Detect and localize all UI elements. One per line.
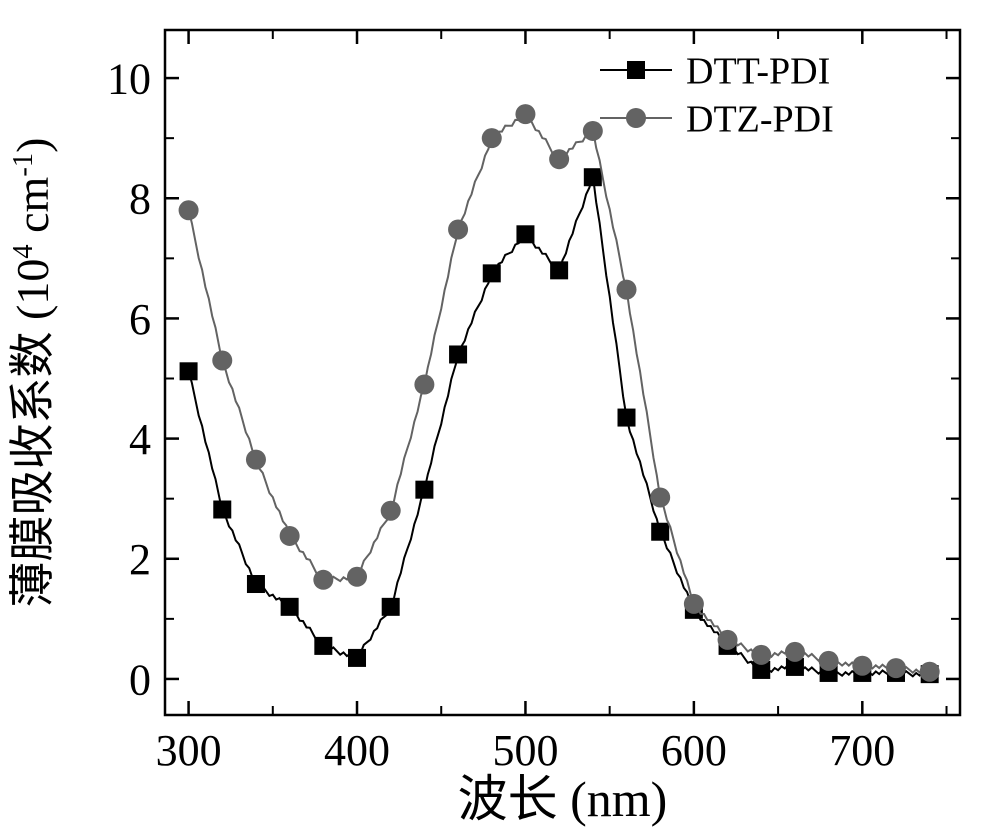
marker-square [516, 225, 534, 243]
marker-circle [920, 662, 940, 682]
marker-circle [650, 487, 670, 507]
marker-circle [381, 501, 401, 521]
marker-circle [617, 280, 637, 300]
legend-marker [627, 61, 645, 79]
marker-circle [246, 450, 266, 470]
marker-circle [852, 656, 872, 676]
marker-circle [414, 375, 434, 395]
marker-circle [280, 526, 300, 546]
marker-circle [718, 630, 738, 650]
marker-circle [583, 121, 603, 141]
legend-label: DTZ-PDI [686, 98, 834, 140]
marker-circle [313, 570, 333, 590]
y-tick-label: 6 [129, 295, 151, 344]
marker-square [180, 362, 198, 380]
marker-circle [179, 200, 199, 220]
legend-label: DTT-PDI [686, 50, 830, 92]
marker-square [382, 598, 400, 616]
marker-square [314, 637, 332, 655]
marker-circle [347, 567, 367, 587]
marker-square [348, 649, 366, 667]
marker-square [415, 481, 433, 499]
marker-square [483, 264, 501, 282]
x-tick-label: 300 [156, 726, 222, 775]
x-axis-title: 波长 (nm) [458, 771, 668, 827]
marker-square [550, 261, 568, 279]
marker-square [449, 345, 467, 363]
marker-square [584, 168, 602, 186]
marker-circle [212, 350, 232, 370]
marker-circle [684, 594, 704, 614]
x-tick-label: 600 [661, 726, 727, 775]
marker-circle [819, 651, 839, 671]
legend-marker [626, 108, 646, 128]
y-tick-label: 10 [107, 54, 151, 103]
marker-circle [751, 645, 771, 665]
marker-circle [785, 642, 805, 662]
x-tick-label: 500 [492, 726, 558, 775]
series-line [189, 114, 930, 673]
marker-square [618, 409, 636, 427]
marker-square [651, 523, 669, 541]
marker-circle [549, 149, 569, 169]
y-axis-title: 薄膜吸收系数 (104 cm-1) [7, 138, 58, 608]
marker-circle [515, 104, 535, 124]
absorption-spectrum-chart: 300 400 500 600 700 0 2 4 6 8 10 波长 (nm) 薄膜吸收系数 (104… [0, 0, 1000, 834]
x-tick-label: 400 [324, 726, 390, 775]
series-line [189, 175, 930, 677]
y-tick-label: 0 [129, 655, 151, 704]
y-tick-label: 2 [129, 535, 151, 584]
marker-square [213, 501, 231, 519]
marker-circle [482, 128, 502, 148]
x-tick-label: 700 [829, 726, 895, 775]
marker-circle [448, 219, 468, 239]
marker-square [281, 598, 299, 616]
marker-square [247, 575, 265, 593]
marker-circle [886, 658, 906, 678]
y-tick-label: 8 [129, 175, 151, 224]
y-tick-label: 4 [129, 415, 151, 464]
chart-container: 300 400 500 600 700 0 2 4 6 8 10 波长 (nm) 薄膜吸收系数 (104… [0, 0, 1000, 834]
